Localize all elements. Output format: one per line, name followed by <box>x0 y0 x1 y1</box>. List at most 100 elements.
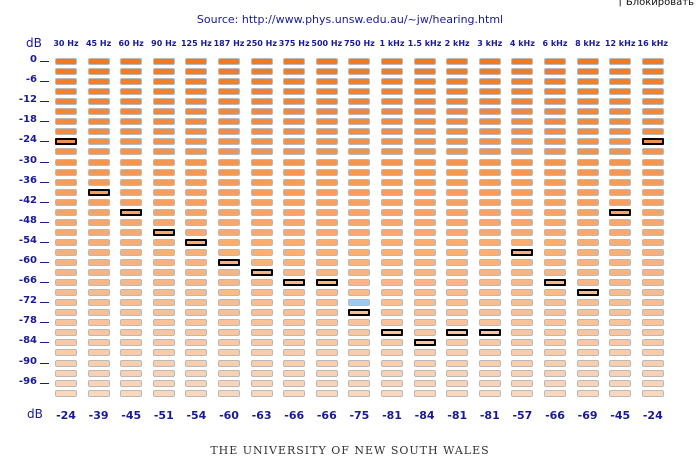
level-cell[interactable] <box>250 329 273 337</box>
level-cell[interactable] <box>120 188 143 196</box>
level-cell[interactable] <box>185 158 208 166</box>
level-cell[interactable] <box>446 228 469 236</box>
level-cell[interactable] <box>348 238 371 246</box>
level-cell[interactable] <box>511 349 534 357</box>
level-cell[interactable] <box>120 269 143 277</box>
level-cell[interactable] <box>381 369 403 377</box>
level-cell[interactable] <box>511 299 534 307</box>
level-cell[interactable] <box>544 98 566 106</box>
level-cell[interactable] <box>413 198 436 206</box>
level-cell[interactable] <box>641 309 664 317</box>
source-link[interactable]: http://www.phys.unsw.edu.au/~jw/hearing.… <box>241 13 504 26</box>
level-cell[interactable] <box>641 369 664 377</box>
level-cell[interactable] <box>185 228 208 236</box>
level-cell[interactable] <box>185 319 208 327</box>
level-cell[interactable] <box>283 389 306 397</box>
level-cell[interactable] <box>544 238 566 246</box>
level-cell[interactable] <box>152 198 175 206</box>
level-cell[interactable] <box>381 98 403 106</box>
level-cell[interactable] <box>185 128 208 136</box>
level-cell[interactable] <box>641 168 664 176</box>
level-cell[interactable] <box>283 138 306 146</box>
level-cell[interactable] <box>283 339 306 347</box>
level-cell[interactable] <box>413 259 436 266</box>
level-cell[interactable] <box>641 158 664 166</box>
level-cell[interactable] <box>446 198 469 206</box>
level-cell[interactable] <box>283 248 306 256</box>
level-cell[interactable] <box>120 218 143 226</box>
level-cell[interactable] <box>152 238 175 246</box>
level-cell[interactable] <box>609 168 632 176</box>
level-cell[interactable] <box>576 238 599 246</box>
level-cell[interactable] <box>641 98 664 106</box>
level-cell[interactable] <box>413 88 436 96</box>
level-cell[interactable] <box>641 349 664 357</box>
level-cell[interactable] <box>641 128 664 136</box>
level-cell[interactable] <box>120 158 143 166</box>
level-cell[interactable] <box>381 289 403 297</box>
selected-threshold-cell[interactable] <box>55 138 77 146</box>
level-cell[interactable] <box>283 329 306 337</box>
level-cell[interactable] <box>641 329 664 337</box>
level-cell[interactable] <box>544 319 566 327</box>
level-cell[interactable] <box>446 238 469 246</box>
level-cell[interactable] <box>283 238 306 246</box>
level-cell[interactable] <box>87 289 110 297</box>
level-cell[interactable] <box>446 319 469 327</box>
level-cell[interactable] <box>315 309 338 317</box>
level-cell[interactable] <box>55 389 77 397</box>
level-cell[interactable] <box>120 148 143 156</box>
selected-threshold-cell[interactable] <box>609 208 632 216</box>
level-cell[interactable] <box>218 68 240 76</box>
level-cell[interactable] <box>413 319 436 327</box>
level-cell[interactable] <box>413 269 436 277</box>
level-cell[interactable] <box>478 309 501 317</box>
level-cell[interactable] <box>576 319 599 327</box>
selected-threshold-cell[interactable] <box>544 279 566 287</box>
level-cell[interactable] <box>641 198 664 206</box>
level-cell[interactable] <box>478 228 501 236</box>
level-cell[interactable] <box>348 369 371 377</box>
level-cell[interactable] <box>348 289 371 297</box>
level-cell[interactable] <box>544 379 566 387</box>
level-cell[interactable] <box>218 208 240 216</box>
selected-threshold-cell[interactable] <box>87 188 110 196</box>
level-cell[interactable] <box>250 98 273 106</box>
level-cell[interactable] <box>413 228 436 236</box>
level-cell[interactable] <box>609 128 632 136</box>
level-cell[interactable] <box>55 259 77 266</box>
level-cell[interactable] <box>511 259 534 266</box>
level-cell[interactable] <box>120 128 143 136</box>
level-cell[interactable] <box>576 78 599 86</box>
level-cell[interactable] <box>283 158 306 166</box>
level-cell[interactable] <box>250 289 273 297</box>
level-cell[interactable] <box>609 369 632 377</box>
level-cell[interactable] <box>381 128 403 136</box>
level-cell[interactable] <box>120 68 143 76</box>
level-cell[interactable] <box>511 228 534 236</box>
level-cell[interactable] <box>511 359 534 367</box>
level-cell[interactable] <box>609 158 632 166</box>
level-cell[interactable] <box>413 379 436 387</box>
level-cell[interactable] <box>315 379 338 387</box>
level-cell[interactable] <box>576 389 599 397</box>
level-cell[interactable] <box>413 289 436 297</box>
level-cell[interactable] <box>413 349 436 357</box>
level-cell[interactable] <box>446 379 469 387</box>
level-cell[interactable] <box>315 349 338 357</box>
level-cell[interactable] <box>120 329 143 337</box>
level-cell[interactable] <box>576 148 599 156</box>
level-cell[interactable] <box>641 319 664 327</box>
level-cell[interactable] <box>250 148 273 156</box>
level-cell[interactable] <box>55 269 77 277</box>
level-cell[interactable] <box>250 188 273 196</box>
level-cell[interactable] <box>315 88 338 96</box>
level-cell[interactable] <box>250 359 273 367</box>
level-cell[interactable] <box>87 168 110 176</box>
level-cell[interactable] <box>348 58 371 65</box>
level-cell[interactable] <box>511 128 534 136</box>
level-cell[interactable] <box>478 98 501 106</box>
level-cell[interactable] <box>283 359 306 367</box>
level-cell[interactable] <box>576 349 599 357</box>
level-cell[interactable] <box>152 379 175 387</box>
